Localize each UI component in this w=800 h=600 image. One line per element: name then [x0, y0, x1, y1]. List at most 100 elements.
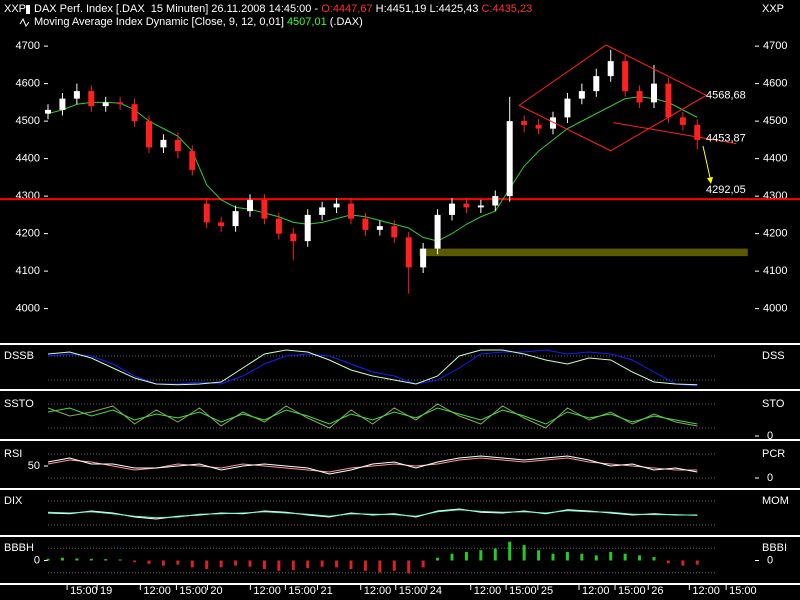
histogram-bar — [176, 560, 180, 565]
candle-body — [477, 205, 484, 208]
header-part: C:4435,23 — [481, 3, 532, 15]
x-tick-label: 15:00 — [729, 585, 757, 597]
histogram-bar — [421, 560, 425, 568]
histogram-bar — [118, 559, 122, 561]
panel-title: SSTO — [4, 398, 34, 410]
y-tick-label: 0 — [34, 554, 40, 566]
candle-body — [174, 139, 181, 152]
histogram-bar — [349, 560, 353, 570]
candle-body — [636, 91, 643, 103]
level-label: 4453,87 — [706, 132, 746, 144]
y-tick-label: 4200 — [16, 228, 40, 240]
histogram-bar — [306, 560, 310, 569]
candle-body — [405, 237, 412, 268]
candle-body — [506, 121, 513, 197]
candle-body — [550, 117, 556, 129]
panel-title: BBBH — [4, 542, 34, 554]
candle-body — [73, 91, 80, 99]
line-series — [47, 508, 698, 520]
panel-title: STO — [762, 398, 785, 410]
y-tick-label: 4600 — [16, 78, 40, 90]
panel-title: RSI — [4, 448, 22, 460]
x-tick-label: 12:00 — [582, 585, 610, 597]
histogram-bar — [46, 558, 50, 561]
histogram-bar — [248, 560, 252, 567]
histogram-bar — [436, 557, 440, 561]
candle-body — [376, 226, 383, 230]
candle-body — [607, 61, 614, 77]
candle-body — [348, 203, 354, 219]
panel-title: DSSB — [4, 350, 34, 362]
histogram-bar — [407, 560, 411, 574]
histogram-bar — [508, 541, 512, 561]
histogram-bar — [133, 560, 137, 563]
candle-body — [463, 203, 470, 208]
x-tick-label: 12:00 — [364, 585, 392, 597]
y-tick-label: 4400 — [763, 153, 787, 165]
candle-body — [391, 226, 398, 238]
histogram-bar — [681, 560, 685, 566]
y2-tick-label: 0 — [767, 430, 773, 442]
panel-title: BBBI — [762, 542, 787, 554]
panel-title: DSS — [762, 350, 785, 362]
y2-tick-label: 0 — [767, 554, 773, 566]
header-part: DAX Perf. Index [.DAX 15 Minuten] 26.11.… — [34, 3, 321, 15]
line-series — [47, 407, 698, 425]
candle-body — [218, 222, 225, 227]
candle-body — [45, 109, 51, 114]
histogram-bar — [638, 555, 642, 561]
x-tick-label: 15:00 — [618, 585, 646, 597]
candle-body — [117, 102, 124, 105]
y-axis-label: XXP — [4, 3, 26, 15]
histogram-bar — [161, 560, 165, 566]
histogram-bar — [147, 560, 151, 564]
candle-body — [261, 199, 268, 219]
histogram-bar — [104, 559, 108, 561]
candle-body — [232, 211, 239, 227]
ma-icon — [19, 17, 30, 27]
x-tick-label: 21 — [320, 585, 332, 597]
candle-body — [665, 83, 672, 118]
histogram-bar — [695, 560, 699, 565]
line-series — [47, 96, 698, 242]
histogram-bar — [464, 551, 468, 561]
panel-title: MOM — [762, 495, 789, 507]
candle-icon — [26, 5, 30, 14]
line-series — [47, 349, 698, 386]
candle-body — [622, 61, 629, 92]
y-tick-label: 4400 — [16, 153, 40, 165]
y-tick-label: 4500 — [16, 115, 40, 127]
level-label: 4568,68 — [706, 89, 746, 101]
candle-body — [102, 102, 109, 107]
header: DAX Perf. Index [.DAX 15 Minuten] 26.11.… — [34, 3, 532, 15]
histogram-bar — [291, 560, 295, 571]
x-tick-label: 15:00 — [509, 585, 537, 597]
candle-body — [593, 76, 600, 92]
panel-title: PCR — [762, 448, 785, 460]
subheader: Moving Average Index Dynamic [Close, 9, … — [34, 16, 363, 28]
histogram-bar — [234, 560, 238, 566]
panel-separators — [0, 343, 800, 585]
histogram-bar — [205, 560, 209, 570]
histogram-bar — [623, 553, 627, 561]
histogram-bar — [89, 558, 93, 561]
y-tick-label: 4500 — [763, 115, 787, 127]
line-series — [47, 509, 698, 519]
y-tick-label: 4000 — [763, 303, 787, 315]
line-series — [613, 122, 737, 145]
candle-body — [694, 124, 701, 140]
candle-body — [203, 203, 210, 223]
candle-body — [521, 121, 528, 125]
y-tick-label: 4100 — [16, 265, 40, 277]
histogram-bar — [565, 551, 569, 561]
x-tick-label: 26 — [651, 585, 663, 597]
x-tick-label: 12:00 — [692, 585, 720, 597]
candle-body — [319, 207, 326, 215]
candle-body — [564, 98, 571, 118]
candle-body — [275, 218, 282, 234]
histogram-bar — [666, 560, 670, 564]
candle-body — [88, 91, 95, 107]
